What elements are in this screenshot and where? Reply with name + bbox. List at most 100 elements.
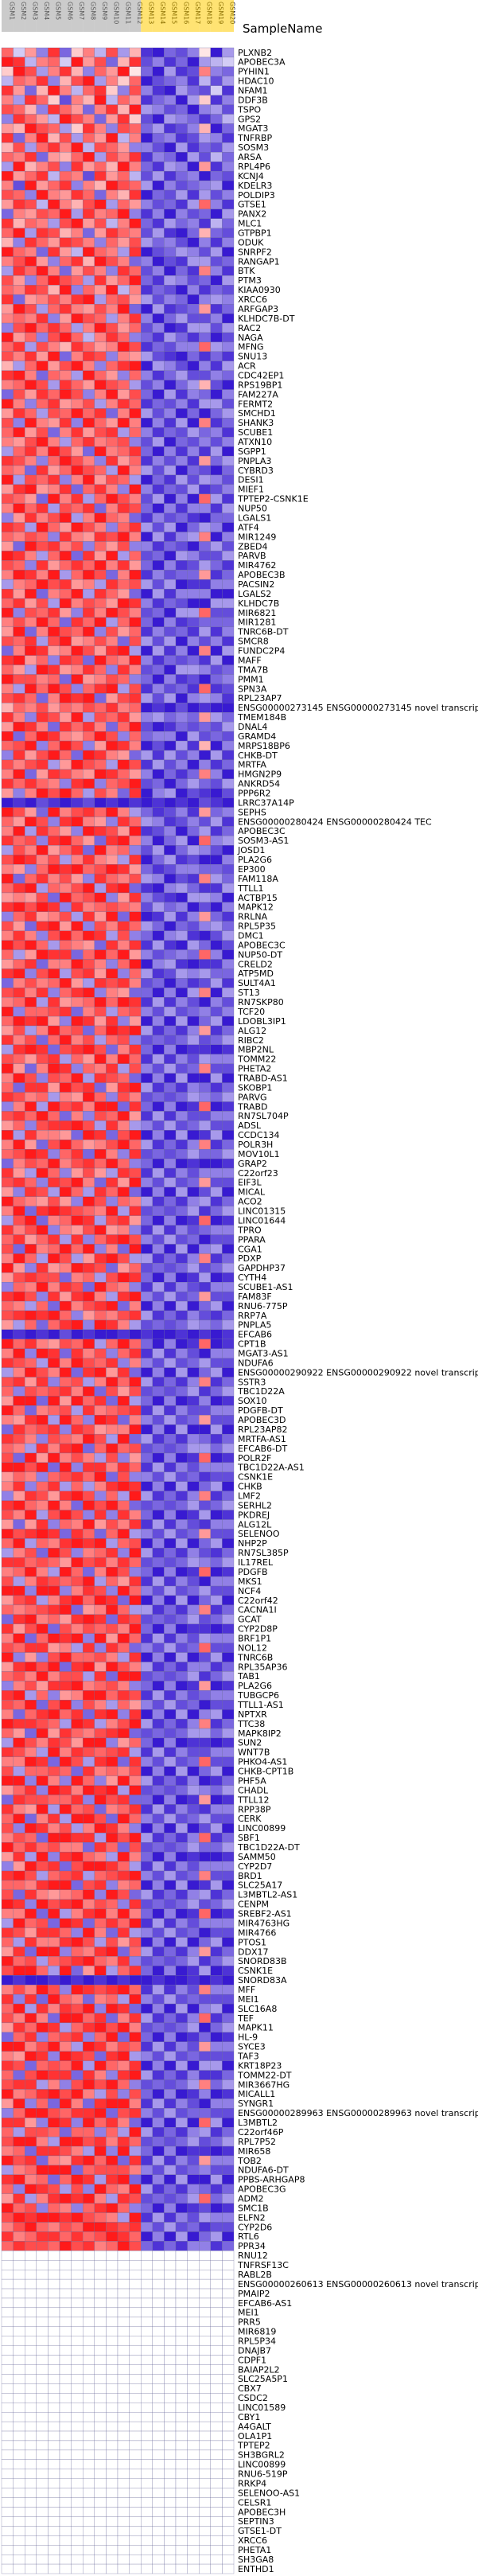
heatmap-cell xyxy=(25,693,37,703)
heatmap-cell xyxy=(175,1396,188,1406)
heatmap-cell xyxy=(1,1177,14,1188)
heatmap-cell xyxy=(25,1101,37,1112)
heatmap-cell xyxy=(59,1234,72,1245)
heatmap-cell xyxy=(187,1111,200,1121)
heatmap-cell xyxy=(187,855,200,865)
heatmap-cell xyxy=(83,1899,95,1909)
heatmap-cell xyxy=(13,47,25,58)
heatmap-cell xyxy=(210,1927,223,1938)
heatmap-cell xyxy=(1,162,14,172)
heatmap-cell xyxy=(129,2307,142,2317)
heatmap-cell xyxy=(25,1206,37,1216)
heatmap-cell xyxy=(129,1462,142,1473)
heatmap-cell xyxy=(222,1985,235,1995)
heatmap-cell xyxy=(222,2355,235,2365)
heatmap-cell xyxy=(152,1092,165,1102)
heatmap-cell xyxy=(210,1966,223,1976)
heatmap-cell xyxy=(210,1937,223,1947)
heatmap-cell xyxy=(94,968,107,979)
heatmap-cell xyxy=(117,1443,130,1454)
heatmap-cell xyxy=(117,256,130,267)
heatmap-cell xyxy=(199,1690,211,1701)
heatmap-cell xyxy=(141,2222,153,2232)
heatmap-cell xyxy=(1,1956,14,1966)
heatmap-cell xyxy=(48,380,60,390)
heatmap-cell xyxy=(13,2174,25,2184)
heatmap-cell xyxy=(36,304,49,314)
heatmap-cell xyxy=(117,199,130,209)
heatmap-cell xyxy=(164,1500,177,1510)
heatmap-cell xyxy=(210,2288,223,2299)
heatmap-cell xyxy=(199,170,211,181)
heatmap-cell xyxy=(152,2345,165,2356)
heatmap-cell xyxy=(59,1927,72,1938)
heatmap-cell xyxy=(13,1652,25,1662)
heatmap-cell xyxy=(106,1870,119,1881)
heatmap-cell xyxy=(152,588,165,599)
heatmap-cell xyxy=(187,389,200,399)
heatmap-cell xyxy=(36,864,49,875)
heatmap-cell xyxy=(210,2241,223,2251)
heatmap-cell xyxy=(152,997,165,1007)
heatmap-cell xyxy=(175,1899,188,1909)
heatmap-cell xyxy=(83,1063,95,1074)
heatmap-cell xyxy=(106,2051,119,2061)
heatmap-cell xyxy=(13,2099,25,2109)
heatmap-cell xyxy=(164,199,177,209)
heatmap-cell xyxy=(117,1452,130,1463)
heatmap-cell xyxy=(210,266,223,276)
heatmap-cell xyxy=(141,2032,153,2042)
heatmap-cell xyxy=(71,1500,84,1510)
heatmap-cell xyxy=(1,1510,14,1520)
heatmap-cell xyxy=(175,2278,188,2290)
heatmap-cell xyxy=(222,522,235,532)
heatmap-cell xyxy=(199,1643,211,1653)
heatmap-cell xyxy=(106,1007,119,1017)
heatmap-cell xyxy=(222,2013,235,2024)
heatmap-cell xyxy=(83,1766,95,1776)
heatmap-cell xyxy=(106,1604,119,1615)
heatmap-cell xyxy=(36,47,49,58)
heatmap-cell xyxy=(164,911,177,922)
heatmap-cell xyxy=(199,1272,211,1283)
heatmap-cell xyxy=(25,2364,37,2375)
heatmap-cell xyxy=(117,1339,130,1349)
heatmap-cell xyxy=(25,778,37,789)
heatmap-cell xyxy=(164,2155,177,2166)
heatmap-cell xyxy=(83,1585,95,1596)
heatmap-cell xyxy=(210,1035,223,1046)
heatmap-cell xyxy=(59,1481,72,1491)
heatmap-cell xyxy=(94,588,107,599)
heatmap-cell xyxy=(48,2260,60,2270)
heatmap-cell xyxy=(117,142,130,153)
heatmap-cell xyxy=(117,57,130,68)
heatmap-cell xyxy=(164,693,177,703)
heatmap-cell xyxy=(94,845,107,855)
heatmap-cell xyxy=(175,1500,188,1510)
heatmap-cell xyxy=(152,797,165,808)
heatmap-cell xyxy=(141,313,153,324)
heatmap-cell xyxy=(222,1861,235,1872)
heatmap-cell xyxy=(48,1709,60,1720)
heatmap-cell xyxy=(25,2127,37,2138)
heatmap-cell xyxy=(152,1196,165,1206)
heatmap-cell xyxy=(117,1548,130,1558)
heatmap-cell xyxy=(222,1833,235,1843)
heatmap-cell xyxy=(164,1823,177,1834)
heatmap-cell xyxy=(36,2288,49,2299)
heatmap-cell xyxy=(187,2089,200,2099)
heatmap-cell xyxy=(25,208,37,219)
heatmap-cell xyxy=(141,2393,153,2403)
heatmap-cell xyxy=(164,2174,177,2184)
heatmap-cell xyxy=(175,1956,188,1966)
heatmap-cell xyxy=(164,1377,177,1387)
heatmap-cell xyxy=(94,1956,107,1966)
heatmap-cell xyxy=(199,474,211,485)
heatmap-cell xyxy=(175,1481,188,1491)
heatmap-cell xyxy=(141,512,153,523)
heatmap-cell xyxy=(48,76,60,86)
heatmap-cell xyxy=(94,560,107,571)
heatmap-cell xyxy=(83,1993,95,2005)
heatmap-cell xyxy=(199,1386,211,1397)
heatmap-cell xyxy=(199,1804,211,1814)
